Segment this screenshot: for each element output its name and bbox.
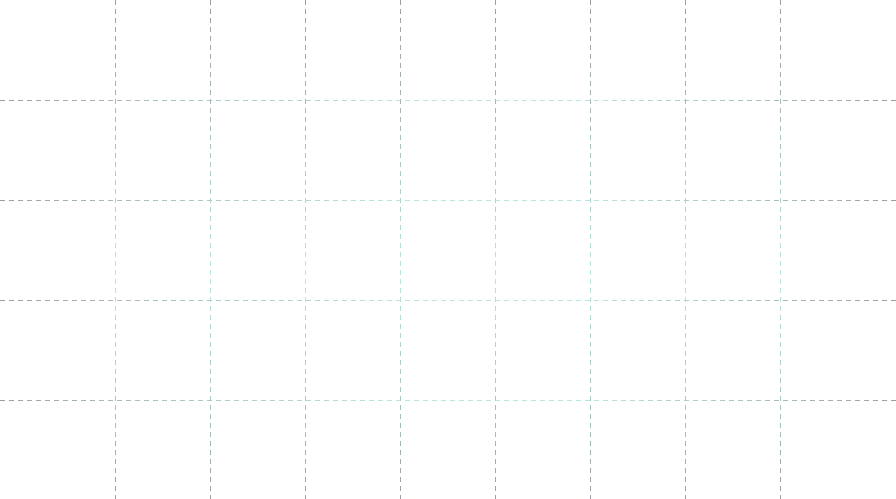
blank-canvas	[0, 0, 896, 499]
dashed-grid	[0, 0, 896, 499]
